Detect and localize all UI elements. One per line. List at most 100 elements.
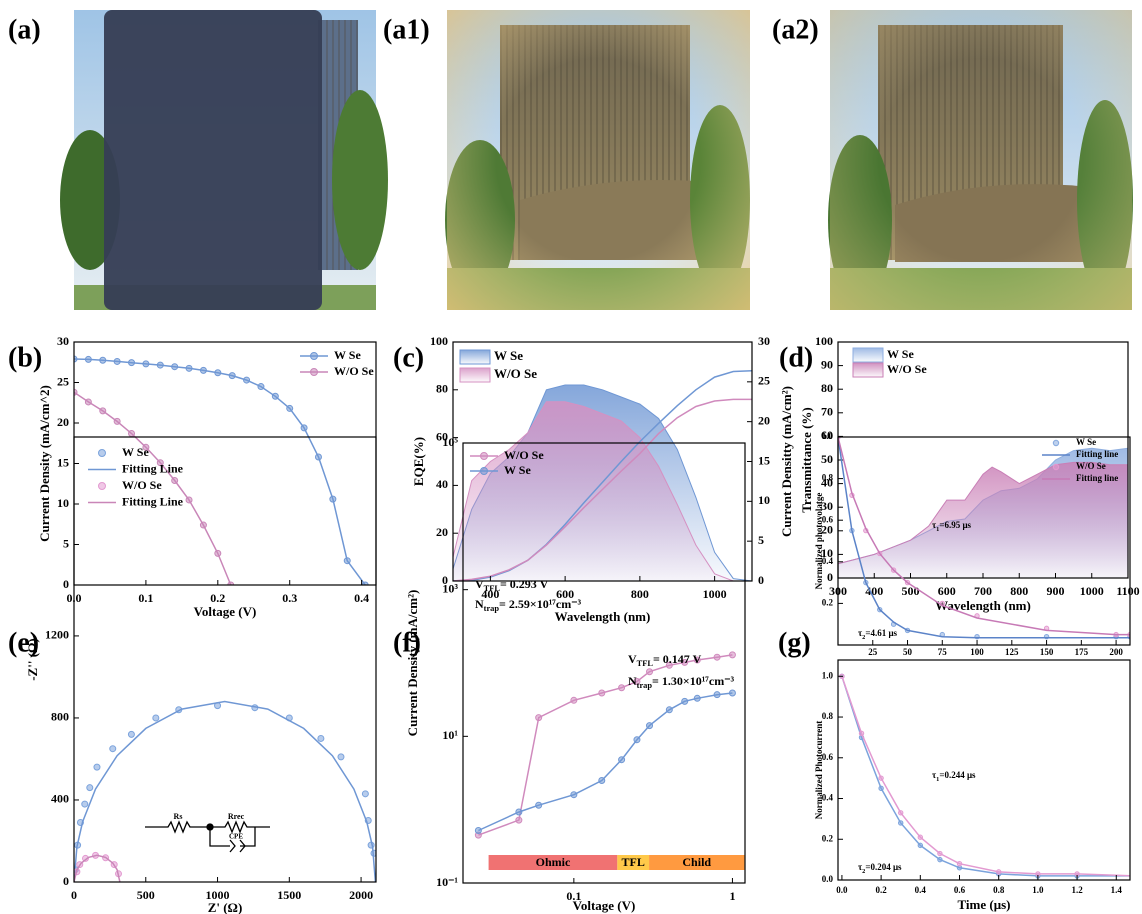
marker xyxy=(113,357,121,365)
region-label: Ohmic xyxy=(536,855,571,869)
line xyxy=(74,700,376,882)
legend-marker xyxy=(480,467,488,475)
inset-label: Rrec xyxy=(228,812,245,821)
marker xyxy=(515,816,523,824)
marker xyxy=(286,404,294,412)
y2-tick-label: 5 xyxy=(758,533,764,547)
y-tick-label: 20 xyxy=(821,523,833,537)
marker xyxy=(128,359,136,367)
marker xyxy=(337,753,345,761)
marker xyxy=(93,763,101,771)
marker xyxy=(728,689,736,697)
marker xyxy=(681,658,689,666)
annotation-subscript: 1 xyxy=(936,526,939,533)
x-tick-label: 125 xyxy=(1005,647,1019,657)
marker xyxy=(713,653,721,661)
y-tick-label: 1200 xyxy=(45,628,69,642)
plot-area xyxy=(838,447,1128,578)
legend-swatch xyxy=(852,362,884,378)
marker xyxy=(227,581,235,585)
x-tick-label: 1100 xyxy=(1116,584,1139,598)
y-axis-title: Current Density (mA/cm²) xyxy=(405,590,420,737)
y-tick-label: 20 xyxy=(436,525,448,539)
inset-label: CPE xyxy=(229,833,243,841)
annotation-subscript: trap xyxy=(484,604,500,613)
legend-label: Fitting Line xyxy=(122,461,184,475)
marker xyxy=(665,661,673,669)
photo-a2 xyxy=(828,10,1133,310)
y-tick-label: 0.6 xyxy=(822,752,834,762)
y-tick-label: 60 xyxy=(821,428,833,442)
annotation-text: = 0.293 V xyxy=(500,577,549,591)
marker xyxy=(515,808,523,816)
marker xyxy=(937,856,943,863)
x-tick-label: 1.4 xyxy=(1111,885,1123,895)
panel-label: (g) xyxy=(778,627,811,658)
annotation-text: =4.61 μs xyxy=(865,628,897,638)
marker xyxy=(633,736,641,744)
x-tick-label: 400 xyxy=(865,584,883,598)
marker xyxy=(314,453,322,461)
region-label: Child xyxy=(682,855,711,869)
y-tick-label: 100 xyxy=(430,334,448,348)
x-tick-label: 0.0 xyxy=(836,885,848,895)
y-tick-label: 5 xyxy=(63,536,69,550)
marker xyxy=(1134,874,1138,878)
y-tick-label: 0.8 xyxy=(822,473,834,483)
marker xyxy=(598,776,606,784)
y-tick-label: 0.4 xyxy=(822,556,834,566)
y2-tick-label: 20 xyxy=(758,413,770,427)
annotation: VTFL= 0.147 V xyxy=(628,652,702,668)
annotation-text: =0.204 μs xyxy=(865,862,902,872)
marker xyxy=(171,363,179,371)
marker xyxy=(128,430,136,438)
y-axis-title: -Z'' (Ω) xyxy=(25,638,40,681)
y-tick-label: 10⁵ xyxy=(442,435,458,449)
marker xyxy=(728,651,736,659)
annotation-symbol: τ xyxy=(932,770,937,780)
marker xyxy=(228,372,236,380)
annotation-text: = 1.30×10¹⁷cm⁻³ xyxy=(652,674,735,688)
marker xyxy=(681,697,689,705)
marker xyxy=(474,826,482,834)
marker xyxy=(214,369,222,377)
photo-a1 xyxy=(445,10,750,310)
plot-area xyxy=(474,651,736,839)
y-tick-label: 0.6 xyxy=(822,514,834,524)
marker xyxy=(898,810,904,816)
x-tick-label: 0.6 xyxy=(954,885,966,895)
region xyxy=(488,855,618,870)
y2-tick-label: 10 xyxy=(758,493,770,507)
line xyxy=(838,437,1130,639)
plot-area xyxy=(74,355,369,585)
x-tick-label: 150 xyxy=(1040,647,1054,657)
plot-area xyxy=(453,369,752,581)
line xyxy=(841,676,1130,877)
y-tick-label: 0 xyxy=(827,570,833,584)
y-tick-label: 0 xyxy=(63,874,69,888)
marker xyxy=(81,854,89,862)
legend-marker xyxy=(1052,463,1060,471)
panel-label: (a1) xyxy=(383,14,430,45)
annotation-subscript: 2 xyxy=(862,634,865,641)
legend-marker xyxy=(98,482,106,490)
legend-label: W/O Se xyxy=(122,478,162,492)
legend-label: W/O Se xyxy=(887,362,927,376)
x-tick-label: 200 xyxy=(1109,647,1123,657)
x-tick-label: 50 xyxy=(903,647,913,657)
x-tick-label: 0.2 xyxy=(210,591,225,605)
y-tick-label: 0.2 xyxy=(822,833,834,843)
marker xyxy=(633,677,641,685)
plot-frame xyxy=(73,341,377,586)
legend-label: Fitting line xyxy=(1076,449,1118,459)
marker xyxy=(214,549,222,557)
line xyxy=(453,369,752,581)
area xyxy=(453,401,752,581)
legend-label: Fitting line xyxy=(1076,473,1118,483)
annotation-symbol: τ xyxy=(858,628,863,638)
marker xyxy=(917,842,924,849)
x-tick-label: 700 xyxy=(974,584,992,598)
annotation-symbol: τ xyxy=(858,862,863,872)
annotation-subscript: 1 xyxy=(936,776,939,783)
